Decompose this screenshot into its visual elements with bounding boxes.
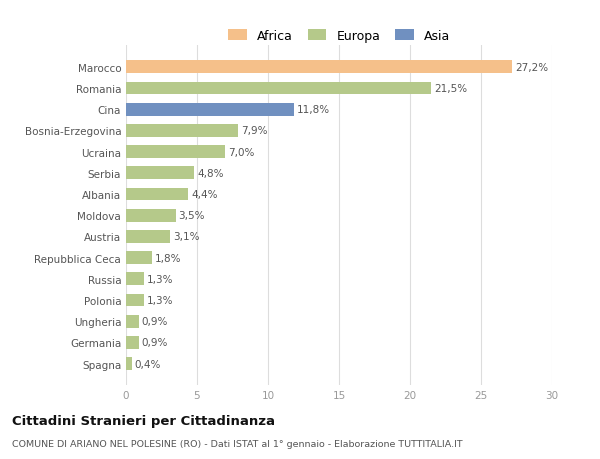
- Bar: [126, 273, 145, 285]
- Text: 3,1%: 3,1%: [173, 232, 199, 242]
- Text: 0,4%: 0,4%: [134, 359, 161, 369]
- Bar: [126, 209, 176, 222]
- Text: Cittadini Stranieri per Cittadinanza: Cittadini Stranieri per Cittadinanza: [12, 414, 275, 428]
- Text: 1,8%: 1,8%: [154, 253, 181, 263]
- Bar: [126, 104, 293, 116]
- Text: 0,9%: 0,9%: [142, 338, 168, 347]
- Text: 21,5%: 21,5%: [434, 84, 467, 94]
- Text: 4,8%: 4,8%: [197, 168, 223, 179]
- Text: 1,3%: 1,3%: [148, 295, 174, 305]
- Bar: [126, 83, 431, 95]
- Bar: [126, 230, 170, 243]
- Bar: [126, 294, 145, 307]
- Bar: [126, 62, 512, 74]
- Bar: [126, 167, 194, 180]
- Text: 27,2%: 27,2%: [515, 63, 548, 73]
- Bar: [126, 336, 139, 349]
- Text: 0,9%: 0,9%: [142, 317, 168, 326]
- Bar: [126, 252, 152, 264]
- Bar: [126, 358, 131, 370]
- Text: 11,8%: 11,8%: [296, 105, 329, 115]
- Bar: [126, 315, 139, 328]
- Legend: Africa, Europa, Asia: Africa, Europa, Asia: [223, 25, 455, 48]
- Text: 1,3%: 1,3%: [148, 274, 174, 284]
- Text: 4,4%: 4,4%: [191, 190, 218, 200]
- Text: 3,5%: 3,5%: [179, 211, 205, 221]
- Bar: [126, 146, 226, 159]
- Text: COMUNE DI ARIANO NEL POLESINE (RO) - Dati ISTAT al 1° gennaio - Elaborazione TUT: COMUNE DI ARIANO NEL POLESINE (RO) - Dat…: [12, 439, 463, 448]
- Bar: [126, 125, 238, 138]
- Bar: [126, 188, 188, 201]
- Text: 7,0%: 7,0%: [228, 147, 254, 157]
- Text: 7,9%: 7,9%: [241, 126, 268, 136]
